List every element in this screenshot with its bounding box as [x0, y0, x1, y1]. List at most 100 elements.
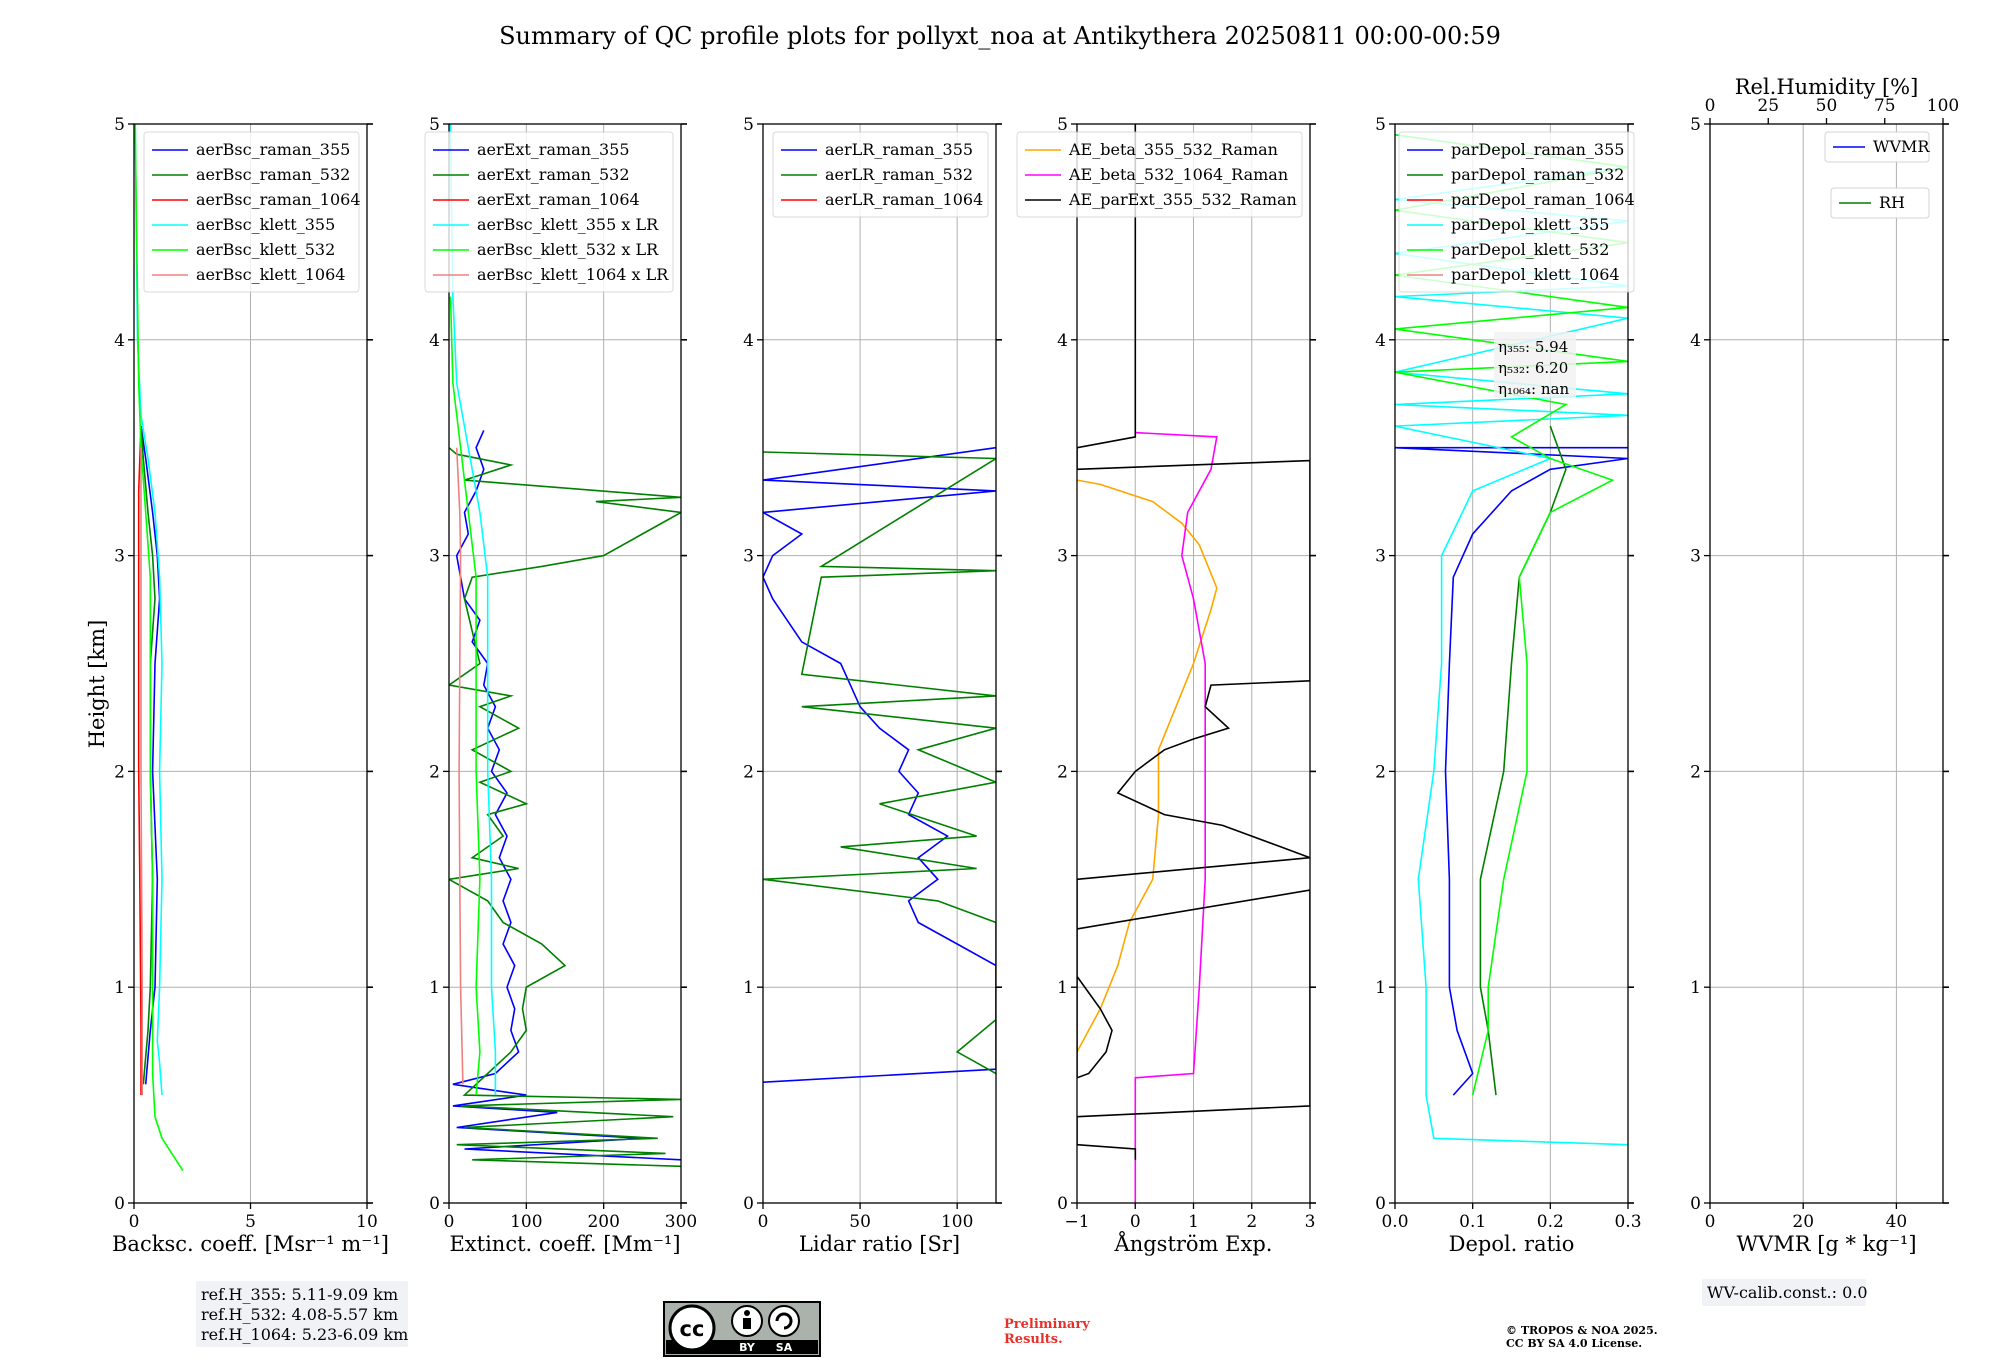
y-tick-label: 2: [743, 762, 754, 782]
y-tick-label: 5: [1057, 115, 1068, 135]
y-tick-label: 3: [1375, 547, 1386, 567]
legend-entry: aerExt_raman_532: [477, 165, 630, 184]
legend-entry: aerBsc_klett_355: [196, 215, 335, 234]
y-tick-label: 1: [429, 978, 440, 998]
y-tick-label: 4: [429, 331, 440, 351]
wv-calib-box: WV-calib.const.: 0.0: [1702, 1279, 1868, 1306]
y-tick-label: 2: [1690, 762, 1701, 782]
legend-entry: aerBsc_klett_532: [196, 240, 335, 259]
x-tick-label: 300: [665, 1212, 697, 1232]
legend-entry: aerLR_raman_1064: [825, 190, 983, 209]
series-line-depol-0: [1395, 446, 1628, 1096]
x-axis-label-bsc: Backsc. coeff. [Msr⁻¹ m⁻¹]: [112, 1232, 389, 1256]
y-tick-label: 5: [114, 115, 125, 135]
y-tick-label: 2: [429, 762, 440, 782]
x-tick-label: 0: [1705, 1212, 1716, 1232]
ref-height-1064: ref.H_1064: 5.23-6.09 km: [201, 1325, 408, 1344]
legend-ae: AE_beta_355_532_Raman AE_beta_532_1064_Ra…: [1016, 131, 1303, 218]
axes-frame: [448, 123, 682, 1204]
x-axis-label-ae: Ångström Exp.: [1114, 1231, 1273, 1256]
preliminary-label-1: Preliminary: [1004, 1317, 1090, 1332]
by-person-icon: [744, 1310, 750, 1316]
top-x-tick-label: 0: [1705, 96, 1716, 116]
y-tick-label: 1: [1057, 978, 1068, 998]
legend-entry: parDepol_raman_1064: [1451, 190, 1635, 209]
y-tick-label: 0: [114, 1194, 125, 1214]
legend-entry: aerBsc_raman_355: [196, 140, 350, 159]
legend-entry: aerBsc_klett_1064: [196, 265, 345, 284]
y-tick-label: 3: [429, 547, 440, 567]
axes-frame: [762, 123, 997, 1204]
legend-entry: aerExt_raman_355: [477, 140, 630, 159]
y-tick-label: 4: [1375, 331, 1386, 351]
x-axis-label-lr: Lidar ratio [Sr]: [799, 1232, 960, 1256]
x-tick-label: 50: [849, 1212, 871, 1232]
legend-depol: parDepol_raman_355 parDepol_raman_532 parD…: [1398, 131, 1635, 293]
wv-calib-text: WV-calib.const.: 0.0: [1707, 1283, 1868, 1302]
y-tick-label: 4: [114, 331, 125, 351]
x-tick-label: 0.1: [1459, 1212, 1486, 1232]
legend-bsc: aerBsc_raman_355 aerBsc_raman_532 aerBsc_r…: [143, 131, 361, 293]
chart-title: Summary of QC profile plots for pollyxt_…: [499, 22, 1501, 50]
series-line-ae-1: [1134, 431, 1218, 1203]
angstrom-annotation: η₃₅₅: 5.94 η₅₃₂: 6.20 η₁₀₆₄: nan: [1494, 332, 1576, 398]
series-line-ext-5: [455, 447, 464, 1085]
y-tick-label: 3: [743, 547, 754, 567]
copyright-line-1: © TROPOS & NOA 2025.: [1506, 1324, 1658, 1337]
top-axis-label: Rel.Humidity [%]: [1735, 75, 1919, 99]
series-line-ae-2: [1077, 124, 1310, 1160]
top-x-tick-label: 75: [1874, 96, 1896, 116]
ref-height-355: ref.H_355: 5.11-9.09 km: [201, 1285, 398, 1304]
legend-ext: aerExt_raman_355 aerExt_raman_532 aerExt_r…: [424, 131, 674, 293]
y-tick-label: 0: [1375, 1194, 1386, 1214]
y-tick-label: 1: [1375, 978, 1386, 998]
copyright-line-2: CC BY SA 4.0 License.: [1506, 1337, 1642, 1350]
y-tick-label: 2: [114, 762, 125, 782]
x-tick-label: 10: [356, 1212, 378, 1232]
axes-frame: [1394, 123, 1629, 1204]
y-tick-label: 4: [1057, 331, 1068, 351]
y-tick-label: 3: [114, 547, 125, 567]
x-tick-label: 0.3: [1614, 1212, 1641, 1232]
panel-wv: 0 20 40 0 1 2 3 4 5 WVMR [g * kg⁻¹] 0 25 50 75 100 Rel.…: [1690, 75, 1959, 1256]
x-tick-label: 5: [245, 1212, 256, 1232]
legend-entry: AE_beta_532_1064_Raman: [1068, 165, 1288, 184]
y-tick-label: 4: [743, 331, 754, 351]
series-line-bsc-0: [140, 425, 161, 1085]
legend-entry: aerBsc_klett_532 x LR: [477, 240, 659, 259]
series-line-ext-1: [449, 447, 681, 1168]
y-tick-label: 5: [743, 115, 754, 135]
legend-entry: RH: [1879, 193, 1905, 212]
preliminary-label-2: Results.: [1004, 1332, 1063, 1347]
top-x-tick-label: 100: [1927, 96, 1959, 116]
legend-entry: aerExt_raman_1064: [477, 190, 640, 209]
ref-height-532: ref.H_532: 4.08-5.57 km: [201, 1305, 398, 1324]
x-tick-label: 0: [1130, 1212, 1141, 1232]
y-tick-label: 0: [429, 1194, 440, 1214]
series-line-bsc-5: [140, 447, 143, 1096]
x-tick-label: −1: [1064, 1212, 1089, 1232]
y-tick-label: 0: [1057, 1194, 1068, 1214]
series-line-depol-1: [1479, 425, 1567, 1096]
y-tick-label: 4: [1690, 331, 1701, 351]
y-tick-label: 3: [1057, 547, 1068, 567]
y-tick-label: 1: [114, 978, 125, 998]
series-line-lr-1: [763, 451, 996, 1075]
y-tick-label: 0: [1690, 1194, 1701, 1214]
y-tick-label: 1: [743, 978, 754, 998]
y-tick-label: 1: [1690, 978, 1701, 998]
x-axis-label-ext: Extinct. coeff. [Mm⁻¹]: [449, 1232, 680, 1256]
x-tick-label: 100: [941, 1212, 973, 1232]
y-axis-label: Height [km]: [85, 620, 109, 749]
legend-entry: aerLR_raman_532: [825, 165, 973, 184]
legend-entry: aerBsc_raman_532: [196, 165, 350, 184]
badge-by-label: BY: [739, 1341, 756, 1354]
panel-depol: 0.0 0.1 0.2 0.3 0 1 2 3 4 5 Depol. ratio parDepol_r…: [1375, 115, 1641, 1256]
ref-heights-box: ref.H_355: 5.11-9.09 km ref.H_532: 4.08-…: [196, 1281, 408, 1347]
legend-entry: aerBsc_klett_1064 x LR: [477, 265, 669, 284]
y-tick-label: 0: [743, 1194, 754, 1214]
x-tick-label: 0.0: [1381, 1212, 1408, 1232]
